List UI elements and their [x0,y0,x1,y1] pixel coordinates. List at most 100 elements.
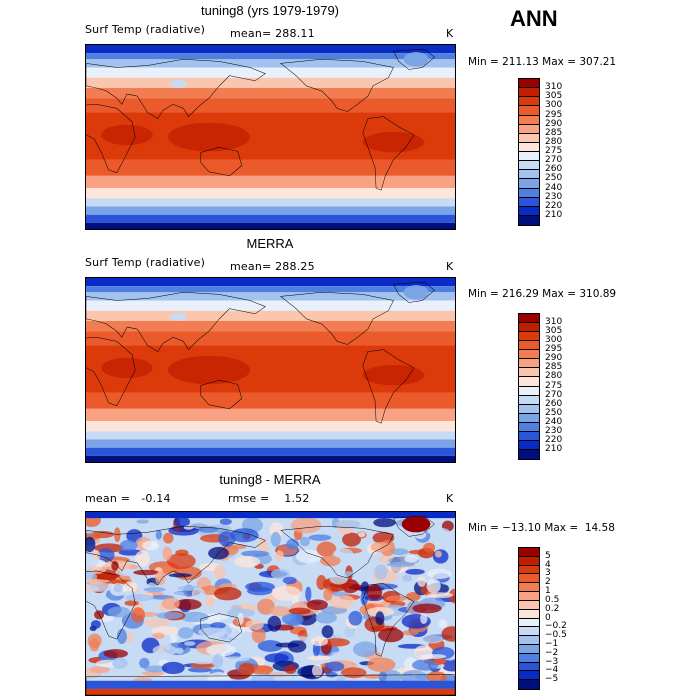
colorbar-tick-label: 240 [545,182,563,193]
colorbar-segment [519,152,539,162]
colorbar-tick-label: 300 [545,335,563,346]
colorbar-segment [519,609,539,619]
panel-obs-map [85,277,456,463]
colorbar-tick-label: 285 [545,362,563,373]
colorbar-segment [519,548,539,557]
panel-obs-mean-label: mean= 288.25 [230,260,315,273]
colorbar-tick-label: −5 [545,674,559,685]
colorbar-segment [519,106,539,116]
colorbar-tick-label: 305 [545,326,563,337]
coastline [201,614,242,642]
colorbar-segment [519,97,539,107]
colorbar-tick-label: 275 [545,146,563,156]
colorbar-segment [519,583,539,593]
colorbar-segment [519,413,539,423]
coastline [86,292,265,351]
coastline [281,59,394,111]
colorbar-segment [519,386,539,396]
coastline [86,675,455,695]
colorbar-tick-label: −0.5 [545,630,567,641]
colorbar-tick-label: 295 [545,344,563,355]
colorbar-tick-label: 250 [545,173,563,184]
colorbar-segment [519,431,539,441]
coastline [281,526,394,578]
colorbar-segment [519,314,539,324]
panel-diff-rmse-label: rmse = 1.52 [228,492,310,505]
coastline [281,292,394,344]
colorbar-segment [519,359,539,369]
panel-diff-map [85,511,456,696]
colorbar-segment [519,197,539,207]
panel-model-map [85,44,456,230]
colorbar-segment [519,133,539,143]
colorbar-tick-label: 260 [545,398,563,409]
coastline [363,583,414,656]
colorbar-tick-label: 280 [545,371,563,382]
colorbar-tick-label: 250 [545,407,563,418]
colorbar-tick-label: 0 [545,612,551,623]
coastline [86,526,265,585]
colorbar-tick-label: 290 [545,353,563,364]
colorbar-tick-label: 275 [545,380,563,391]
panel-diff-mean-label: mean = -0.14 [85,492,171,505]
colorbar-tick-label: 260 [545,164,563,175]
panel-model-units: K [446,27,454,40]
coastline [201,147,242,176]
panel-diff-colorbar-ticks: 5 4 3 2 1 0.5 0.2 0 −0.2 −0.5 −1 −2 −3 −4 −5 [545,547,585,690]
panel-model-colorbar-ticks: 310 305 300 295 290 285 280 275 270 260 250 240 230 2… [545,78,585,226]
colorbar-tick-label: 305 [545,91,563,102]
panel-obs-minmax: Min = 216.29 Max = 310.89 [468,288,617,300]
colorbar-segment [519,449,539,459]
panel-obs-units: K [446,260,454,273]
colorbar-segment [519,341,539,351]
colorbar-segment [519,79,539,89]
panel-diff-minmax: Min = −13.10 Max = 14.58 [468,522,615,534]
colorbar-tick-label: 220 [545,434,563,445]
colorbar-segment [519,88,539,98]
colorbar-segment [519,377,539,387]
colorbar-segment [519,440,539,450]
colorbar-segment [519,592,539,601]
coastline [86,104,135,172]
panel-model-title: tuning8 (yrs 1979-1979) [200,3,340,18]
colorbar-tick-label: 230 [545,191,563,202]
colorbar-tick-label: −2 [545,647,559,658]
panel-obs-variable-label: Surf Temp (radiative) [85,256,206,269]
coastline [86,337,135,405]
colorbar-segment [519,662,539,672]
colorbar-segment [519,170,539,180]
colorbar-segment [519,600,539,610]
colorbar-segment [519,680,539,689]
colorbar-tick-label: 0.2 [545,603,560,614]
colorbar-tick-label: 240 [545,416,563,427]
colorbar-segment [519,636,539,645]
colorbar-tick-label: 280 [545,136,563,147]
colorbar-tick-label: 4 [545,559,551,570]
colorbar-segment [519,618,539,628]
colorbar-segment [519,574,539,584]
colorbar-segment [519,350,539,360]
colorbar-segment [519,161,539,171]
panel-diff-colorbar [518,547,540,690]
colorbar-segment [519,565,539,575]
season-label: ANN [510,6,558,31]
colorbar-segment [519,215,539,225]
colorbar-tick-label: 2 [545,577,551,588]
coastline [394,49,435,69]
coastline [86,571,135,639]
colorbar-tick-label: −1 [545,638,559,649]
colorbar-segment [519,404,539,414]
colorbar-tick-label: 210 [545,443,563,454]
colorbar-segment [519,323,539,333]
colorbar-tick-label: 230 [545,425,563,436]
colorbar-tick-label: 285 [545,127,563,138]
colorbar-segment [519,124,539,134]
colorbar-segment [519,627,539,637]
colorbar-segment [519,422,539,432]
colorbar-tick-label: 5 [545,550,551,561]
colorbar-segment [519,142,539,152]
panel-obs-colorbar [518,313,540,460]
panel-model-mean-label: mean= 288.11 [230,27,315,40]
colorbar-segment [519,115,539,125]
colorbar-tick-label: −3 [545,656,559,667]
